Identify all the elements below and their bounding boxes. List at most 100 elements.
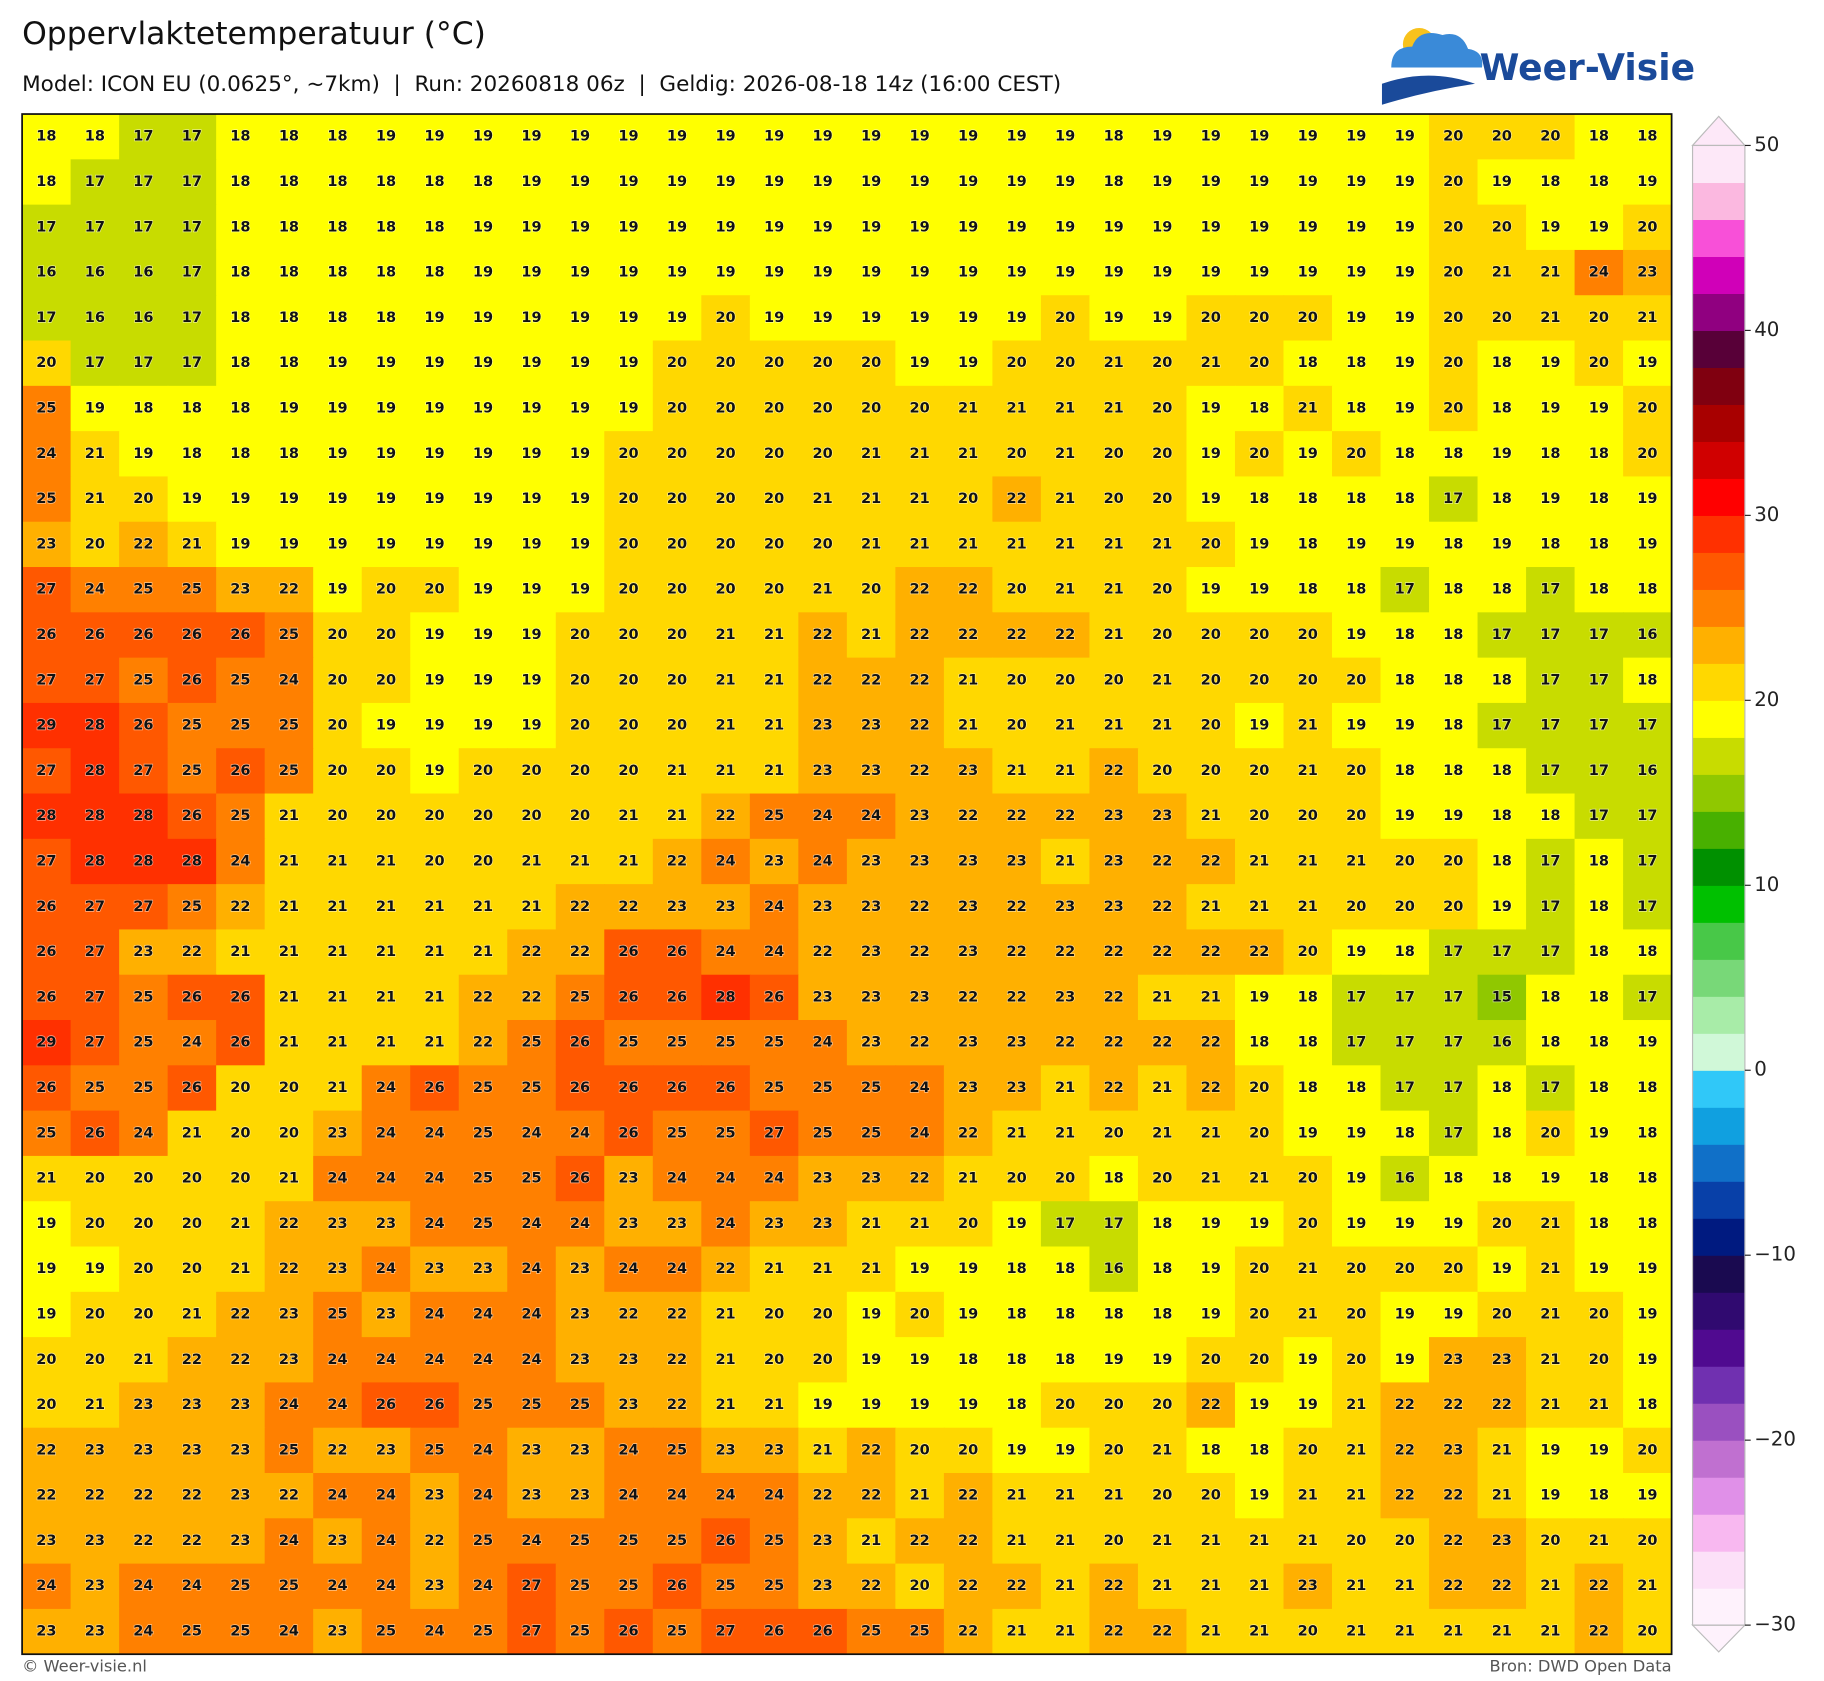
temperature-cell bbox=[1137, 702, 1188, 749]
temperature-cell bbox=[22, 1382, 72, 1429]
temperature-cell bbox=[1623, 1563, 1673, 1610]
temperature-cell bbox=[555, 476, 605, 523]
temperature-label: 26 bbox=[570, 1035, 590, 1051]
temperature-label: 17 bbox=[1540, 672, 1560, 688]
temperature-label: 25 bbox=[473, 1171, 493, 1187]
temperature-cell bbox=[604, 748, 654, 795]
temperature-label: 22 bbox=[1443, 1578, 1463, 1594]
temperature-cell bbox=[216, 748, 266, 795]
temperature-cell bbox=[1089, 1065, 1139, 1112]
temperature-label: 22 bbox=[1152, 944, 1172, 960]
temperature-label: 24 bbox=[424, 1171, 444, 1187]
colorbar-segment bbox=[1692, 1440, 1745, 1478]
temperature-cell bbox=[458, 1020, 508, 1067]
temperature-label: 21 bbox=[861, 1261, 881, 1277]
temperature-label: 21 bbox=[1152, 1578, 1172, 1594]
colorbar-segment bbox=[1692, 1255, 1745, 1293]
temperature-label: 20 bbox=[570, 672, 590, 688]
temperature-cell bbox=[992, 1608, 1042, 1655]
temperature-cell bbox=[1137, 1608, 1188, 1655]
temperature-label: 18 bbox=[230, 219, 250, 235]
temperature-label: 18 bbox=[1589, 491, 1609, 507]
temperature-cell bbox=[555, 1473, 605, 1520]
temperature-cell bbox=[1040, 567, 1091, 614]
temperature-cell bbox=[701, 884, 751, 931]
temperature-label: 19 bbox=[1007, 129, 1027, 145]
temperature-label: 24 bbox=[473, 1578, 493, 1594]
temperature-cell bbox=[1429, 1382, 1479, 1429]
temperature-cell bbox=[1137, 1337, 1188, 1384]
temperature-cell bbox=[22, 1563, 72, 1610]
temperature-label: 25 bbox=[279, 718, 299, 734]
temperature-label: 19 bbox=[473, 536, 493, 552]
temperature-label: 20 bbox=[1346, 763, 1366, 779]
temperature-cell bbox=[361, 567, 411, 614]
temperature-label: 22 bbox=[812, 672, 832, 688]
temperature-label: 21 bbox=[861, 446, 881, 462]
temperature-cell bbox=[1623, 929, 1673, 976]
temperature-label: 19 bbox=[570, 310, 590, 326]
temperature-cell bbox=[1526, 657, 1576, 704]
temperature-cell bbox=[119, 748, 169, 795]
temperature-label: 21 bbox=[1007, 1624, 1027, 1640]
temperature-label: 28 bbox=[36, 808, 56, 824]
temperature-cell bbox=[70, 521, 120, 568]
temperature-cell bbox=[119, 1201, 169, 1248]
temperature-cell bbox=[992, 657, 1042, 704]
temperature-cell bbox=[264, 114, 314, 161]
temperature-cell bbox=[555, 1020, 605, 1067]
temperature-cell bbox=[1477, 204, 1527, 251]
temperature-label: 25 bbox=[764, 808, 784, 824]
temperature-cell bbox=[1283, 476, 1333, 523]
temperature-cell bbox=[895, 838, 945, 885]
temperature-label: 20 bbox=[715, 310, 735, 326]
temperature-cell bbox=[216, 204, 266, 251]
temperature-label: 21 bbox=[85, 446, 105, 462]
temperature-label: 19 bbox=[1346, 944, 1366, 960]
temperature-label: 23 bbox=[1443, 1442, 1463, 1458]
temperature-cell bbox=[507, 1337, 557, 1384]
temperature-cell bbox=[70, 1155, 120, 1202]
temperature-label: 20 bbox=[910, 400, 930, 416]
temperature-cell bbox=[1283, 1382, 1333, 1429]
temperature-label: 17 bbox=[1540, 763, 1560, 779]
temperature-cell bbox=[1574, 657, 1624, 704]
temperature-label: 23 bbox=[376, 1306, 396, 1322]
temperature-label: 21 bbox=[279, 1035, 299, 1051]
temperature-cell bbox=[1477, 567, 1527, 614]
temperature-label: 17 bbox=[1637, 808, 1657, 824]
temperature-cell bbox=[943, 1201, 994, 1248]
temperature-label: 25 bbox=[570, 1533, 590, 1549]
temperature-cell bbox=[1137, 114, 1188, 161]
temperature-cell bbox=[1089, 567, 1139, 614]
temperature-label: 25 bbox=[182, 1624, 202, 1640]
temperature-label: 21 bbox=[1298, 400, 1318, 416]
temperature-label: 18 bbox=[376, 219, 396, 235]
temperature-label: 20 bbox=[327, 808, 347, 824]
temperature-cell bbox=[1574, 1110, 1624, 1157]
temperature-cell bbox=[992, 702, 1042, 749]
temperature-cell bbox=[1186, 1291, 1236, 1338]
temperature-cell bbox=[1283, 249, 1333, 296]
temperature-cell bbox=[410, 340, 460, 387]
temperature-label: 24 bbox=[570, 1125, 590, 1141]
temperature-label: 21 bbox=[279, 1171, 299, 1187]
temperature-cell bbox=[749, 340, 800, 387]
temperature-label: 24 bbox=[473, 1352, 493, 1368]
temperature-cell bbox=[1234, 702, 1285, 749]
temperature-label: 20 bbox=[1637, 1624, 1657, 1640]
temperature-label: 19 bbox=[327, 536, 347, 552]
temperature-label: 16 bbox=[1104, 1261, 1124, 1277]
temperature-label: 27 bbox=[715, 1624, 735, 1640]
temperature-cell bbox=[1574, 884, 1624, 931]
temperature-label: 20 bbox=[1443, 129, 1463, 145]
temperature-label: 18 bbox=[1589, 1080, 1609, 1096]
temperature-label: 25 bbox=[667, 1533, 687, 1549]
temperature-cell bbox=[1526, 159, 1576, 206]
temperature-label: 19 bbox=[1249, 1397, 1269, 1413]
temperature-cell bbox=[895, 929, 945, 976]
temperature-cell bbox=[119, 1065, 169, 1112]
temperature-cell bbox=[410, 249, 460, 296]
temperature-cell bbox=[895, 748, 945, 795]
temperature-cell bbox=[313, 114, 363, 161]
